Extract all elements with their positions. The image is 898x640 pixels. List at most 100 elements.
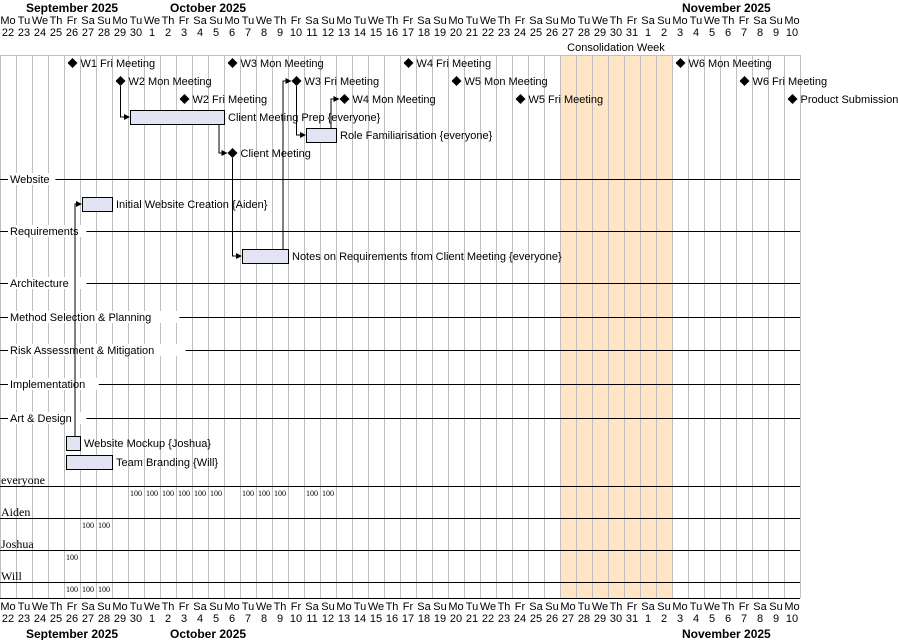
header-weekday-label: Sa (305, 15, 319, 27)
footer-day-number: 10 (786, 613, 798, 625)
header-day-number: 8 (261, 27, 267, 39)
resource-name: Aiden (1, 505, 30, 519)
footer-day-number: 14 (354, 613, 366, 625)
header-day-number: 1 (149, 27, 155, 39)
header-weekday-label: Sa (529, 15, 543, 27)
header-day-number: 2 (165, 27, 171, 39)
milestone-diamond-icon (179, 94, 190, 104)
header-weekday-label: Tu (690, 15, 702, 27)
footer-day-number: 2 (661, 613, 667, 625)
header-day-number: 18 (418, 27, 430, 39)
separator-label: Architecture (10, 278, 69, 290)
footer-day-number: 1 (645, 613, 651, 625)
separator-label: Implementation (10, 379, 85, 391)
milestone-label: W3 Mon Meeting (241, 58, 324, 70)
footer-day-number: 24 (514, 613, 526, 625)
header-weekday-label: We (256, 15, 272, 27)
header-day-number: 17 (402, 27, 414, 39)
header-day-number: 6 (229, 27, 235, 39)
header-day-number: 13 (338, 27, 350, 39)
footer-weekday-label: Su (209, 601, 222, 613)
footer-weekday-label: Tu (578, 601, 590, 613)
footer-weekday-label: Sa (529, 601, 543, 613)
task-bar (306, 128, 337, 143)
header-day-number: 20 (450, 27, 462, 39)
header-day-number: 9 (773, 27, 779, 39)
header-weekday-label: Tu (354, 15, 366, 27)
milestone-label: W4 Mon Meeting (353, 94, 436, 106)
footer-day-number: 1 (149, 613, 155, 625)
milestone-diamond-icon (403, 58, 414, 68)
header-day-number: 30 (130, 27, 142, 39)
footer-day-number: 7 (741, 613, 747, 625)
milestone-diamond-icon (115, 76, 126, 86)
footer-weekday-label: Fr (515, 601, 526, 613)
footer-day-number: 18 (418, 613, 430, 625)
resource-load-value: 100 (146, 489, 158, 498)
footer-day-number: 6 (229, 613, 235, 625)
resource-load-value: 100 (162, 489, 174, 498)
footer-weekday-label: Tu (466, 601, 478, 613)
header-weekday-label: Fr (67, 15, 78, 27)
header-weekday-label: We (704, 15, 720, 27)
footer-day-number: 20 (450, 613, 462, 625)
footer-day-number: 13 (338, 613, 350, 625)
milestone-diamond-icon (451, 76, 462, 86)
header-day-number: 23 (18, 27, 30, 39)
milestone-label: W4 Fri Meeting (417, 58, 492, 70)
resource-load-value: 100 (82, 521, 94, 530)
footer-day-number: 27 (562, 613, 574, 625)
header-weekday-label: Mo (784, 15, 799, 27)
header-weekday-label: Mo (224, 15, 239, 27)
header-weekday-label: We (144, 15, 160, 27)
header-day-number: 10 (290, 27, 302, 39)
header-day-number: 19 (434, 27, 446, 39)
footer-weekday-label: Fr (67, 601, 78, 613)
header-month-label: September 2025 (26, 1, 118, 15)
task-bar (130, 110, 225, 125)
header-day-number: 4 (197, 27, 203, 39)
header-weekday-label: Su (97, 15, 110, 27)
footer-day-number: 3 (181, 613, 187, 625)
footer-weekday-label: Sa (641, 601, 655, 613)
resource-name: Joshua (1, 537, 34, 551)
header-day-number: 2 (661, 27, 667, 39)
resource-load-value: 100 (194, 489, 206, 498)
footer-weekday-label: Th (386, 601, 399, 613)
footer-weekday-label: Su (769, 601, 782, 613)
footer-day-number: 5 (213, 613, 219, 625)
footer-weekday-label: Su (545, 601, 558, 613)
header-weekday-label: Tu (578, 15, 590, 27)
header-weekday-label: Su (321, 15, 334, 27)
header-weekday-label: Su (209, 15, 222, 27)
footer-day-number: 10 (290, 613, 302, 625)
separator-label: Risk Assessment & Mitigation (10, 345, 154, 357)
milestone-label: W6 Mon Meeting (689, 58, 772, 70)
footer-day-number: 29 (594, 613, 606, 625)
separator-label: Art & Design (10, 413, 72, 425)
header-day-number: 14 (354, 27, 366, 39)
header-weekday-label: Su (433, 15, 446, 27)
separator-label: Website (10, 174, 50, 186)
footer-day-number: 2 (165, 613, 171, 625)
footer-month-label: October 2025 (170, 627, 246, 640)
separator-label-backdrop (8, 277, 87, 289)
footer-day-number: 22 (482, 613, 494, 625)
footer-weekday-label: Fr (739, 601, 750, 613)
footer-weekday-label: We (32, 601, 48, 613)
resource-load-value: 100 (66, 553, 78, 562)
header-day-number: 3 (677, 27, 683, 39)
footer-day-number: 31 (626, 613, 638, 625)
resource-load-value: 100 (274, 489, 286, 498)
footer-day-number: 23 (18, 613, 30, 625)
header-day-number: 9 (277, 27, 283, 39)
separator-label-backdrop (8, 378, 99, 390)
header-month-label: November 2025 (682, 1, 771, 15)
milestone-diamond-icon (787, 94, 798, 104)
header-weekday-label: Mo (0, 15, 15, 27)
footer-weekday-label: Mo (448, 601, 463, 613)
header-weekday-label: Th (50, 15, 63, 27)
milestone-label: W5 Fri Meeting (529, 94, 604, 106)
header-day-number: 26 (546, 27, 558, 39)
